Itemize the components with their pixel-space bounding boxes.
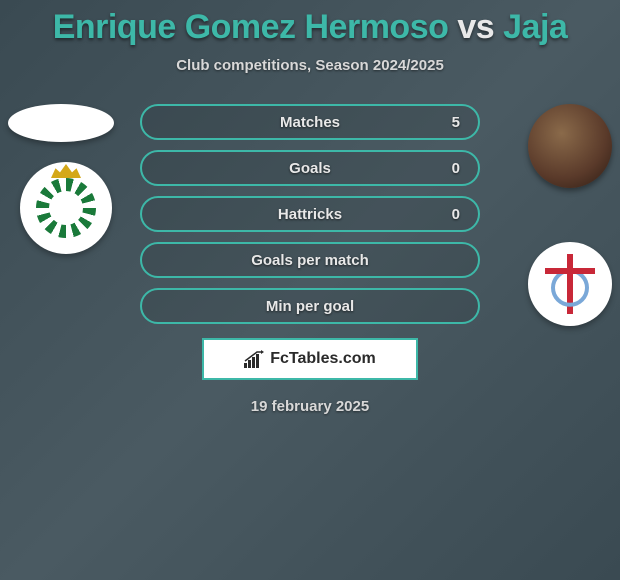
stat-row: Goals per match bbox=[140, 242, 480, 278]
date: 19 february 2025 bbox=[0, 398, 620, 415]
team1-logo-stripes bbox=[36, 178, 96, 238]
stat-label: Hattricks bbox=[278, 206, 342, 223]
team1-logo-center bbox=[49, 191, 83, 225]
comparison-title: Enrique Gomez Hermoso vs Jaja bbox=[0, 0, 620, 47]
team1-logo bbox=[20, 162, 112, 254]
brand-box: FcTables.com bbox=[202, 338, 418, 380]
brand-text: FcTables.com bbox=[270, 350, 376, 368]
stat-row: Matches 5 bbox=[140, 104, 480, 140]
team2-logo-cross bbox=[545, 254, 595, 314]
chart-icon bbox=[244, 350, 264, 368]
stat-label: Matches bbox=[280, 114, 340, 131]
stats-container: Matches 5 Goals 0 Hattricks 0 Goals per … bbox=[140, 104, 480, 324]
stat-row: Hattricks 0 bbox=[140, 196, 480, 232]
stat-label: Goals bbox=[289, 160, 331, 177]
stat-value: 0 bbox=[452, 206, 460, 223]
stat-row: Min per goal bbox=[140, 288, 480, 324]
subtitle: Club competitions, Season 2024/2025 bbox=[0, 57, 620, 74]
stat-label: Goals per match bbox=[251, 252, 369, 269]
player2-avatar bbox=[528, 104, 612, 188]
content-area: Matches 5 Goals 0 Hattricks 0 Goals per … bbox=[0, 104, 620, 415]
player2-name: Jaja bbox=[503, 8, 567, 46]
team2-logo-circle bbox=[551, 269, 589, 307]
team2-logo bbox=[528, 242, 612, 326]
stat-value: 5 bbox=[452, 114, 460, 131]
team1-logo-crown bbox=[51, 164, 81, 178]
player1-avatar bbox=[8, 104, 114, 142]
stat-value: 0 bbox=[452, 160, 460, 177]
player1-name: Enrique Gomez Hermoso bbox=[53, 8, 449, 46]
stat-row: Goals 0 bbox=[140, 150, 480, 186]
stat-label: Min per goal bbox=[266, 298, 354, 315]
vs-text: vs bbox=[457, 8, 494, 46]
